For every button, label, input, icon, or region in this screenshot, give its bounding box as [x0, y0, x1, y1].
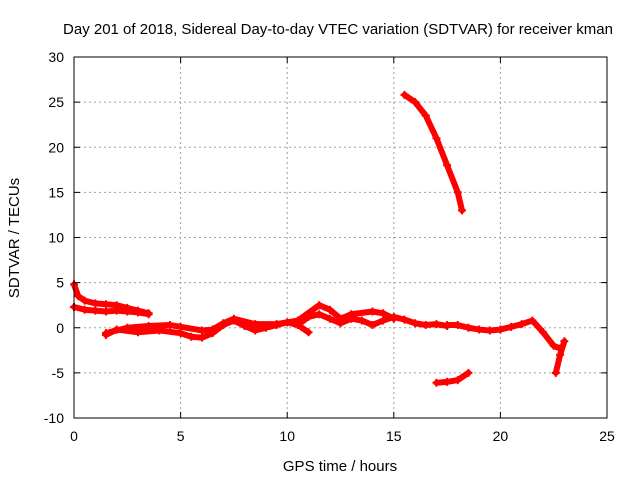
axis-ticks: 0 5 10 15 20 25 -10 -5 0 5 10 15 20 25 30: [44, 49, 615, 444]
data-point: [453, 321, 462, 330]
data-point: [379, 309, 388, 318]
data-point: [539, 328, 548, 337]
y-tick-label: 10: [48, 230, 64, 246]
y-tick-label: -10: [44, 410, 64, 426]
y-tick-label: 20: [48, 139, 64, 155]
data-point: [304, 328, 313, 337]
data-point: [101, 307, 110, 316]
data-point: [144, 310, 153, 319]
data-point: [80, 305, 89, 314]
data-point: [315, 310, 324, 319]
data-point: [453, 376, 462, 385]
series-track-center: [293, 310, 452, 330]
data-point: [517, 320, 526, 329]
series-track-negative: [432, 368, 473, 387]
data-point: [101, 329, 110, 338]
series-track-late-tail: [551, 337, 569, 377]
data-point: [208, 325, 217, 334]
y-tick-label: -5: [52, 365, 65, 381]
data-point: [556, 350, 565, 359]
data-point: [347, 314, 356, 323]
data-point: [443, 321, 452, 330]
data-point: [443, 377, 452, 386]
data-point: [336, 319, 345, 328]
data-point: [400, 90, 409, 99]
x-axis-title: GPS time / hours: [283, 458, 397, 475]
data-point: [528, 316, 537, 325]
data-point: [453, 188, 462, 197]
x-tick-label: 25: [599, 428, 615, 444]
series-track-high: [400, 90, 467, 215]
data-point: [293, 321, 302, 330]
data-point: [197, 326, 206, 335]
data-point: [443, 161, 452, 170]
data-point: [464, 368, 473, 377]
data-point: [91, 306, 100, 315]
data-point: [325, 314, 334, 323]
data-point: [251, 320, 260, 329]
data-point: [421, 111, 430, 120]
data-point: [411, 98, 420, 107]
data-point: [144, 321, 153, 330]
data-point: [165, 321, 174, 330]
x-tick-label: 5: [177, 428, 185, 444]
data-point: [187, 332, 196, 341]
data-point: [368, 321, 377, 330]
series-track-late: [443, 316, 565, 353]
data-point: [379, 316, 388, 325]
data-point: [549, 341, 558, 350]
data-point: [551, 368, 560, 377]
data-point: [112, 306, 121, 315]
data-point: [80, 296, 89, 305]
data-point: [464, 323, 473, 332]
data-point: [400, 315, 409, 324]
y-tick-label: 5: [56, 275, 64, 291]
data-point: [315, 301, 324, 310]
data-point: [123, 307, 132, 316]
data-point: [219, 319, 228, 328]
x-tick-label: 15: [386, 428, 402, 444]
data-point: [432, 134, 441, 143]
data-point: [357, 316, 366, 325]
data-point: [272, 320, 281, 329]
data-point: [507, 322, 516, 331]
data-point: [133, 308, 142, 317]
y-tick-label: 0: [56, 320, 64, 336]
data-point: [197, 333, 206, 342]
y-tick-label: 15: [48, 184, 64, 200]
data-point: [475, 325, 484, 334]
series-line: [433, 369, 472, 386]
data-point: [325, 305, 334, 314]
series-line: [401, 91, 466, 214]
x-tick-label: 10: [279, 428, 295, 444]
data-point: [176, 322, 185, 331]
data-point: [458, 206, 467, 215]
x-tick-label: 20: [493, 428, 509, 444]
y-tick-label: 30: [48, 49, 64, 65]
x-tick-label: 0: [70, 428, 78, 444]
chart-title: Day 201 of 2018, Sidereal Day-to-day VTE…: [63, 21, 613, 38]
data-point: [496, 325, 505, 334]
data-point: [560, 337, 569, 346]
data-point: [91, 299, 100, 308]
series-track-main-mid: [101, 301, 398, 338]
data-point: [432, 378, 441, 387]
data-point: [229, 314, 238, 323]
data-point: [101, 300, 110, 309]
data-point: [74, 292, 83, 301]
data-point: [389, 312, 398, 321]
data-point: [123, 323, 132, 332]
y-tick-label: 25: [48, 94, 64, 110]
data-point: [421, 321, 430, 330]
data-point: [485, 326, 494, 335]
data-point: [368, 307, 377, 316]
grid: [74, 57, 607, 418]
data-point: [304, 312, 313, 321]
data-point: [411, 319, 420, 328]
data-points: [70, 90, 569, 387]
series-track-lower-early: [70, 302, 153, 319]
data-point: [432, 320, 441, 329]
y-axis-title: SDTVAR / TECUs: [6, 178, 23, 298]
